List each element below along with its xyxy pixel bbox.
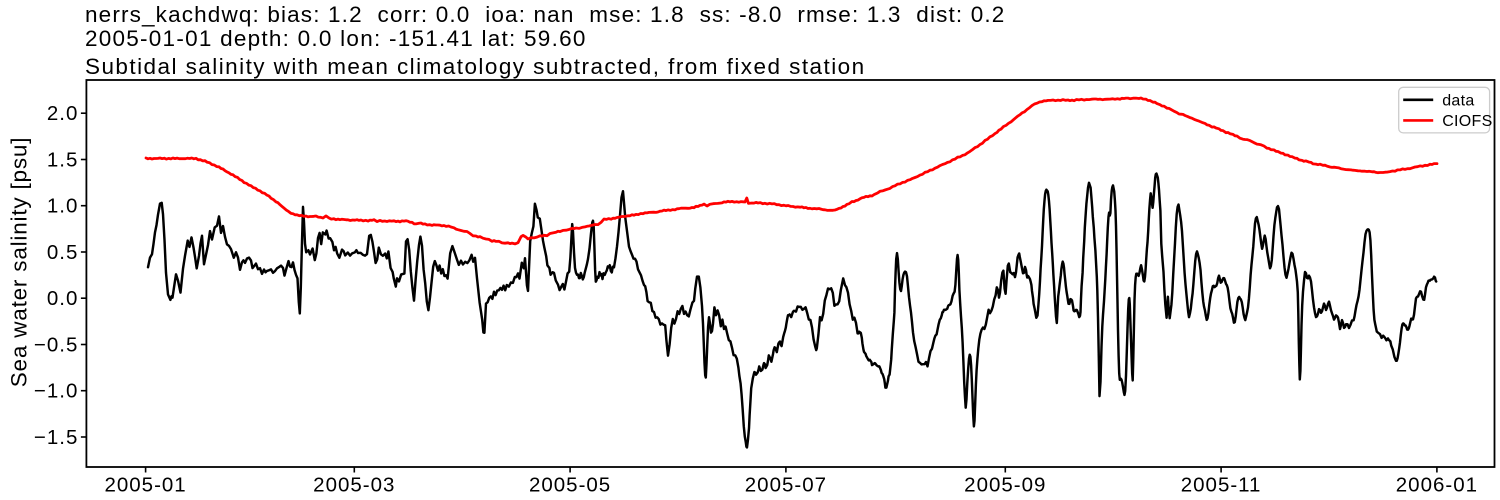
svg-text:2005-07: 2005-07	[745, 474, 827, 497]
svg-text:1.0: 1.0	[47, 195, 79, 218]
svg-text:Sea water salinity [psu]: Sea water salinity [psu]	[7, 137, 32, 388]
svg-text:2005-03: 2005-03	[313, 474, 395, 497]
svg-text:2.0: 2.0	[47, 102, 79, 125]
svg-text:0.5: 0.5	[47, 241, 79, 264]
svg-text:2005-01: 2005-01	[104, 474, 186, 497]
svg-text:2006-01: 2006-01	[1396, 474, 1478, 497]
svg-text:nerrs_kachdwq: bias: 1.2 corr: nerrs_kachdwq: bias: 1.2 corr: 0.0 ioa: …	[85, 2, 1005, 27]
svg-text:Subtidal salinity with mean cl: Subtidal salinity with mean climatology …	[85, 54, 866, 79]
svg-text:2005-05: 2005-05	[529, 474, 611, 497]
svg-text:−1.0: −1.0	[34, 380, 78, 403]
svg-text:data: data	[1442, 93, 1474, 110]
svg-text:2005-09: 2005-09	[964, 474, 1046, 497]
svg-text:1.5: 1.5	[47, 149, 79, 172]
svg-text:2005-11: 2005-11	[1181, 474, 1262, 497]
svg-text:0.0: 0.0	[47, 287, 79, 310]
svg-text:−1.5: −1.5	[34, 426, 78, 449]
svg-text:CIOFS: CIOFS	[1442, 113, 1492, 130]
svg-text:−0.5: −0.5	[34, 334, 78, 357]
svg-text:2005-01-01 depth: 0.0 lon: -15: 2005-01-01 depth: 0.0 lon: -151.41 lat: …	[85, 26, 587, 51]
